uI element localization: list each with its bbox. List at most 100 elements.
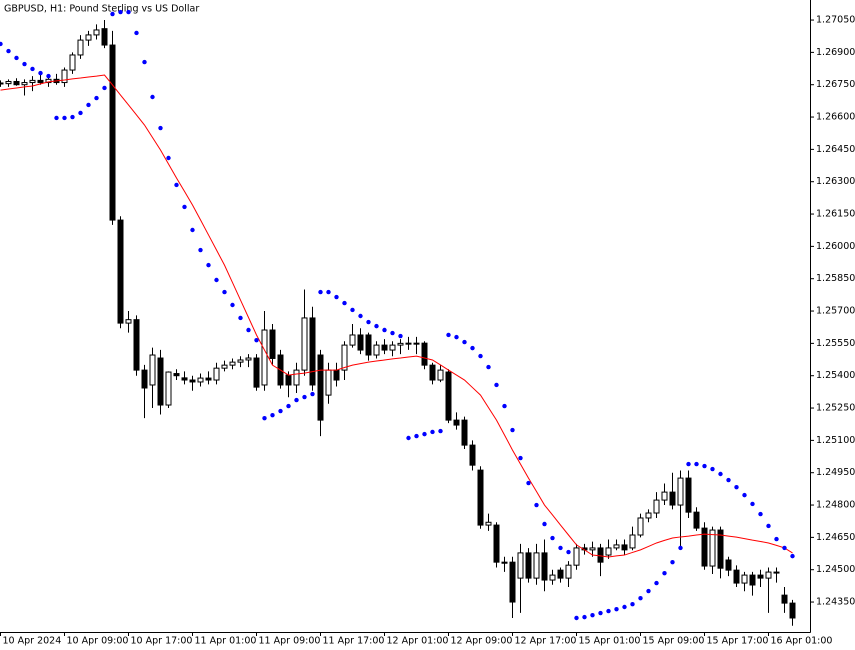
candle-body	[517, 552, 524, 579]
x-tick-label: 15 Apr 09:00	[643, 636, 705, 647]
candle-body	[629, 534, 636, 549]
candle-body	[21, 82, 28, 86]
sar-dot	[766, 523, 771, 529]
sar-dot	[182, 204, 187, 210]
sar-dot	[150, 94, 155, 100]
candle-body	[549, 574, 556, 581]
candle-body	[661, 491, 668, 501]
y-tick-label: 1.26450	[816, 144, 855, 155]
sar-dot	[326, 289, 331, 295]
candle-body	[149, 354, 156, 386]
sar-dot	[222, 289, 227, 295]
candle-body	[37, 79, 44, 84]
sar-dot	[510, 427, 515, 433]
candle-body	[253, 357, 260, 388]
sar-dot	[750, 501, 755, 507]
x-tick-label: 11 Apr 09:00	[259, 636, 321, 647]
y-tick-label: 1.24950	[816, 467, 855, 478]
candle-body	[309, 317, 316, 386]
sar-dot	[166, 155, 171, 161]
moving-average	[0, 74, 793, 558]
sar-dot	[646, 588, 651, 594]
y-tick-label: 1.24500	[816, 564, 855, 575]
sar-dot	[230, 302, 235, 308]
candle-body	[101, 28, 108, 46]
sar-dot	[710, 466, 715, 472]
sar-dot	[598, 610, 603, 616]
candle-body	[605, 547, 612, 556]
candle-body	[757, 574, 764, 579]
sar-dot	[86, 102, 91, 108]
sar-dot	[94, 95, 99, 101]
x-tick-label: 16 Apr 01:00	[771, 636, 833, 647]
sar-dot	[206, 262, 211, 268]
sar-dot	[590, 612, 595, 618]
sar-dot	[430, 429, 435, 435]
sar-dot	[62, 115, 67, 121]
x-tick-label: 12 Apr 01:00	[387, 636, 449, 647]
sar-dot	[486, 364, 491, 370]
x-tick-label: 10 Apr 2024	[3, 636, 62, 647]
x-tick-label: 10 Apr 09:00	[67, 636, 129, 647]
sar-dot	[14, 55, 19, 61]
candle-body	[189, 379, 196, 383]
candle-body	[525, 552, 532, 579]
sar-dot	[566, 549, 571, 555]
candle-body	[157, 357, 164, 406]
x-tick-label: 12 Apr 17:00	[515, 636, 577, 647]
candle-body	[261, 329, 268, 386]
x-tick-label: 15 Apr 17:00	[707, 636, 769, 647]
sar-dot	[398, 333, 403, 339]
y-tick-label: 1.24350	[816, 597, 855, 608]
candle-body	[221, 364, 228, 369]
sar-dot	[542, 521, 547, 527]
candle-body	[141, 369, 148, 389]
candle-body	[5, 80, 12, 85]
sar-dot	[22, 61, 27, 67]
sar-dot	[534, 502, 539, 508]
candle-body	[613, 544, 620, 549]
sar-dot	[294, 397, 299, 403]
candle-body	[197, 377, 204, 383]
x-tick-label: 11 Apr 17:00	[323, 636, 385, 647]
candle-body	[685, 477, 692, 513]
chart-title: GBPUSD, H1: Pound Sterling vs US Dollar	[4, 4, 199, 15]
candle-body	[301, 317, 308, 371]
sar-dot	[686, 461, 691, 467]
sar-dot	[390, 330, 395, 336]
sar-dot	[774, 536, 779, 542]
candle-body	[589, 547, 596, 551]
candle-body	[741, 574, 748, 584]
candle-body	[349, 334, 356, 346]
candle-body	[69, 54, 76, 71]
sar-dot	[382, 327, 387, 333]
candle-body	[509, 561, 516, 603]
candle-body	[557, 569, 564, 579]
candle-body	[109, 44, 116, 221]
sar-dot	[142, 59, 147, 65]
y-tick-label: 1.26300	[816, 176, 855, 187]
sar-dot	[582, 614, 587, 620]
candle-body	[397, 342, 404, 346]
sar-dot	[678, 545, 683, 551]
sar-dot	[654, 580, 659, 586]
y-tick-label: 1.25700	[816, 306, 855, 317]
candle-body	[93, 29, 100, 36]
sar-dot	[190, 227, 195, 233]
candle-body	[229, 361, 236, 366]
sar-dot	[422, 431, 427, 437]
candle-body	[61, 69, 68, 84]
x-tick-label: 11 Apr 01:00	[195, 636, 257, 647]
candle-body	[325, 369, 332, 396]
sar-dot	[78, 110, 83, 116]
candle-body	[365, 334, 372, 356]
sar-dot	[558, 545, 563, 551]
sar-dot	[6, 48, 11, 54]
sar-dot	[46, 73, 51, 79]
sar-dot	[518, 455, 523, 461]
candle-body	[485, 521, 492, 526]
sar-dot	[406, 435, 411, 441]
candle-body	[773, 571, 780, 574]
y-tick-label: 1.26900	[816, 47, 855, 58]
y-tick-label: 1.26600	[816, 112, 855, 123]
